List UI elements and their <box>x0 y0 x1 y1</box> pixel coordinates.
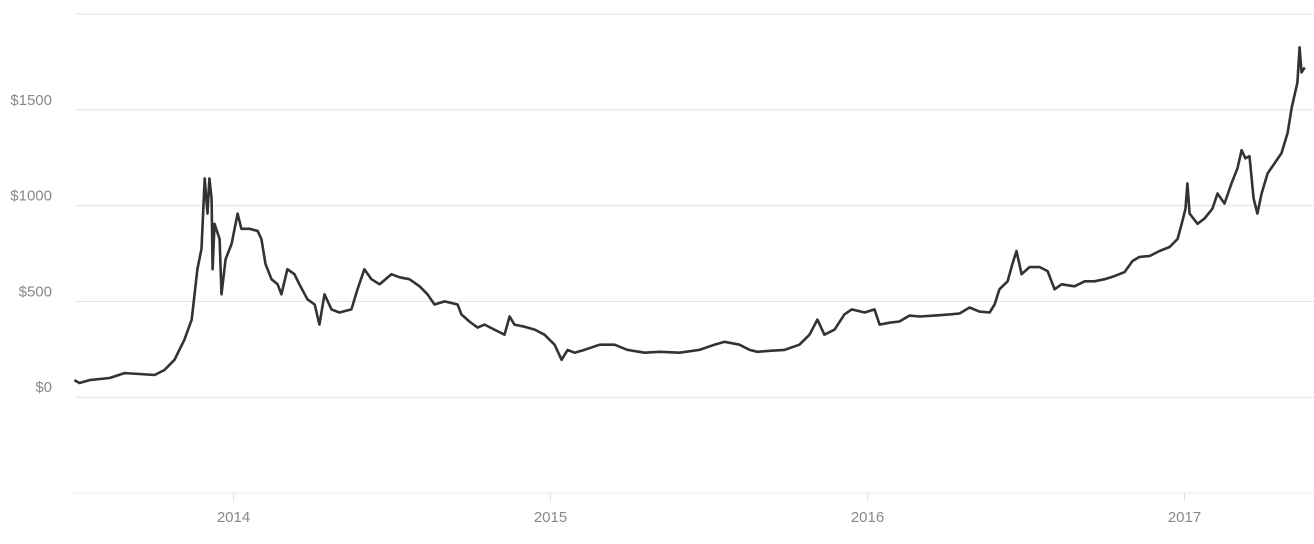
y-tick-label: $1500 <box>10 92 52 109</box>
y-tick-label: $1000 <box>10 188 52 205</box>
y-tick-label: $500 <box>19 283 52 300</box>
x-tick-label: 2016 <box>851 509 884 526</box>
y-tick-label: $0 <box>35 379 52 396</box>
x-tick-label: 2014 <box>217 509 250 526</box>
x-tick-label: 2015 <box>534 509 567 526</box>
price-line <box>73 46 1306 385</box>
x-tick-label: 2017 <box>1168 509 1201 526</box>
